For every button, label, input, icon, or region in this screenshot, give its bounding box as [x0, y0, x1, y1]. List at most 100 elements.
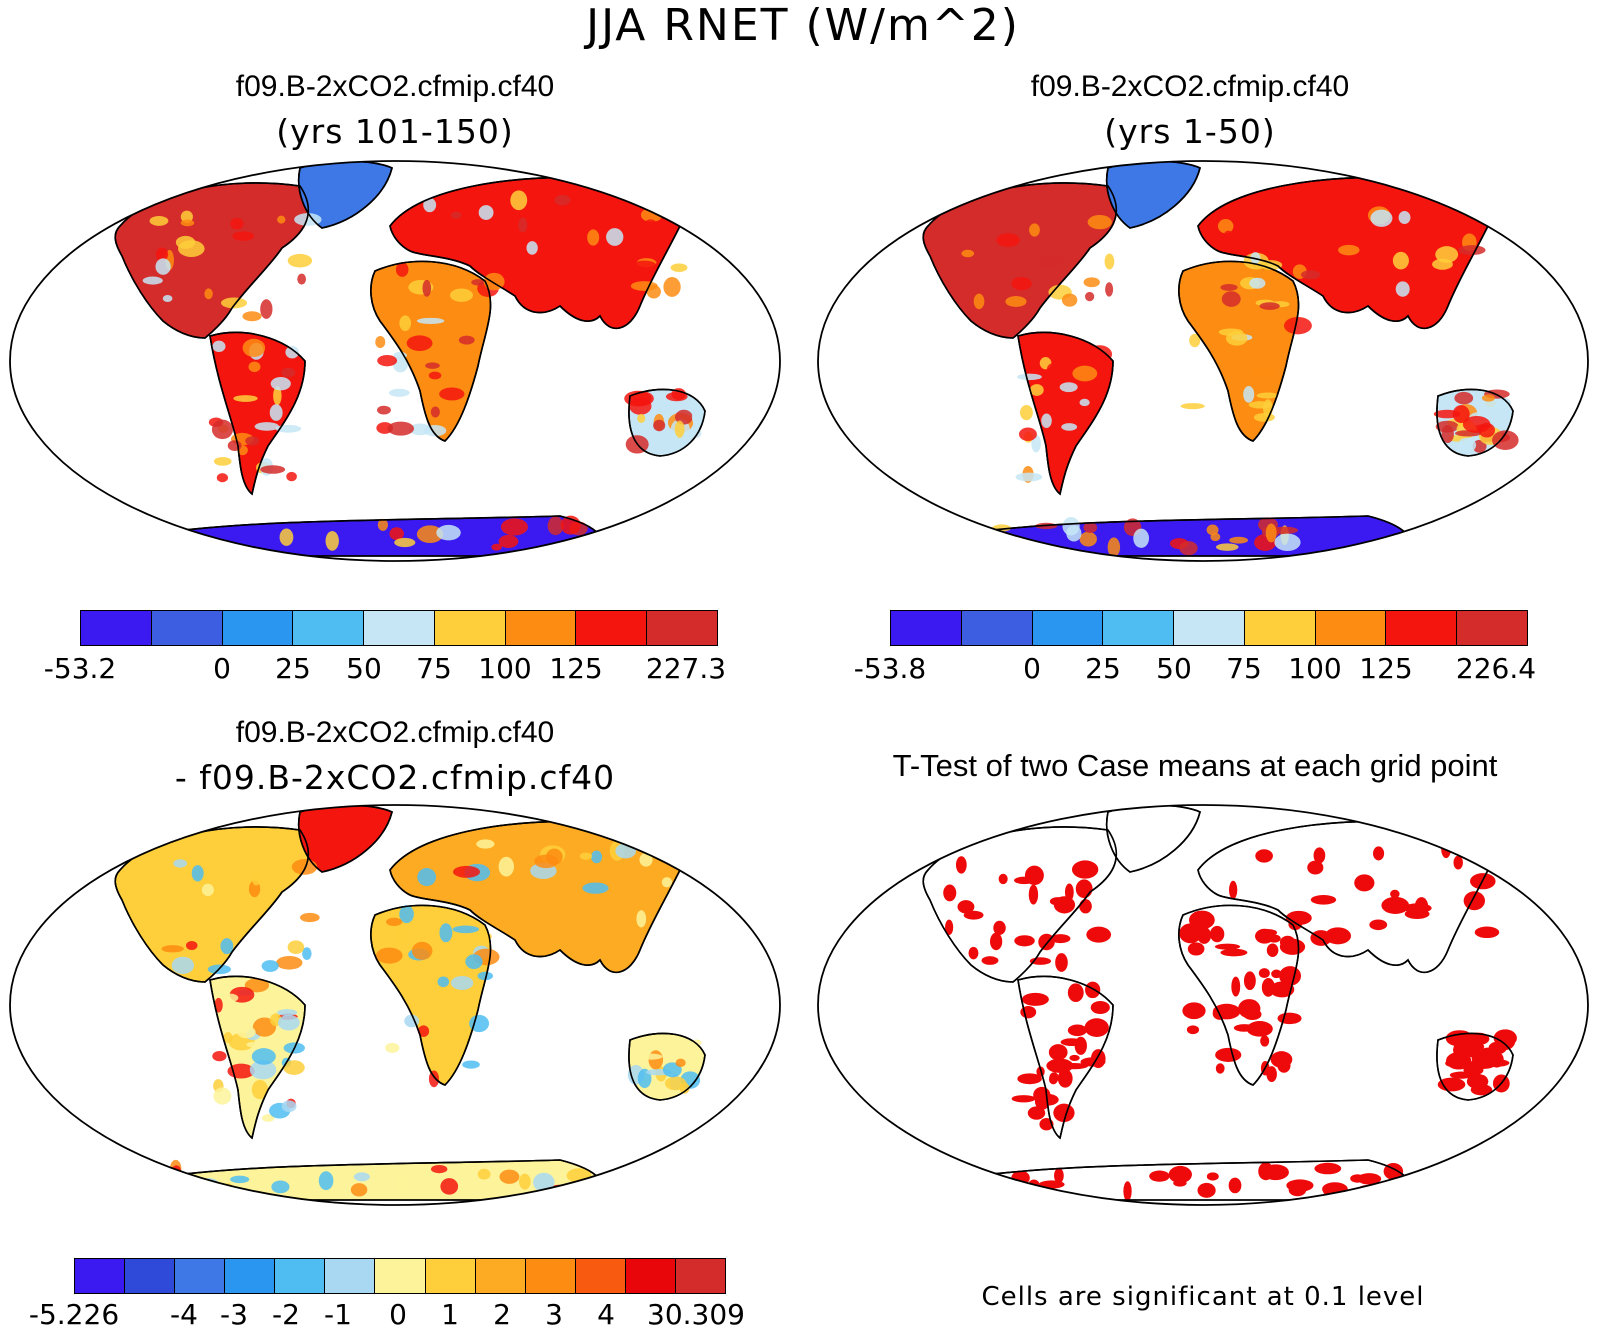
field-patch: [1258, 1162, 1274, 1181]
panel-title-top-right: f09.B-2xCO2.cfmip.cf40: [1030, 70, 1350, 103]
field-patch: [1173, 1179, 1187, 1187]
field-patch: [1210, 925, 1225, 943]
field-patch: [1474, 926, 1500, 939]
field-patch: [286, 471, 297, 482]
field-patch: [1179, 541, 1198, 556]
field-patch: [500, 518, 528, 536]
field-patch: [1149, 1170, 1170, 1182]
field-patch: [437, 976, 450, 988]
field-patch: [1049, 897, 1066, 906]
field-patch: [1074, 1036, 1087, 1055]
colorbar-swatch: [1315, 611, 1387, 645]
colorbar-swatch: [293, 611, 365, 645]
field-patch: [1255, 849, 1273, 863]
field-patch: [423, 425, 447, 437]
field-patch: [1260, 1035, 1270, 1047]
tick-label: 75: [416, 652, 452, 685]
field-patch: [675, 1058, 686, 1067]
field-patch: [1392, 251, 1409, 270]
field-patch: [261, 1114, 275, 1122]
field-patch: [269, 404, 283, 421]
field-patch: [1087, 214, 1112, 230]
field-patch: [1446, 1052, 1472, 1070]
field-patch: [1259, 260, 1283, 270]
field-patch: [261, 960, 279, 972]
field-patch: [1104, 253, 1115, 270]
colorbar-swatch: [525, 1259, 576, 1293]
colorbar-top-left: [80, 610, 718, 646]
colorbar-swatch: [961, 611, 1033, 645]
field-patch: [271, 1180, 290, 1194]
field-patch: [1069, 1054, 1080, 1061]
field-patch: [325, 531, 339, 551]
field-patch: [1061, 293, 1078, 307]
field-patch: [670, 263, 688, 273]
field-patch: [430, 406, 440, 418]
field-patch: [406, 335, 433, 351]
field-patch: [1270, 1051, 1293, 1068]
field-patch: [171, 956, 195, 975]
colorbar-swatch: [275, 1259, 326, 1293]
field-patch: [1265, 523, 1277, 543]
field-patch: [1397, 222, 1424, 237]
field-patch: [691, 407, 705, 427]
field-patch: [377, 355, 398, 367]
field-patch: [1079, 899, 1092, 914]
field-patch: [277, 1014, 300, 1031]
colorbar-swatch: [222, 611, 294, 645]
field-patch: [287, 253, 313, 268]
field-patch: [1014, 935, 1035, 947]
field-patch: [1067, 1024, 1087, 1037]
field-patch: [955, 856, 967, 874]
field-patch: [1011, 276, 1032, 291]
field-patch: [1214, 1008, 1238, 1016]
field-patch: [416, 525, 444, 544]
field-patch: [462, 1060, 480, 1069]
field-patch: [1021, 992, 1049, 1006]
field-patch: [237, 1026, 256, 1039]
field-patch: [388, 388, 410, 397]
field-patch: [1253, 413, 1275, 422]
field-patch: [1228, 1177, 1242, 1194]
field-patch: [277, 215, 286, 224]
field-patch: [1069, 405, 1087, 418]
coastline: [628, 1032, 706, 1101]
field-patch: [451, 211, 462, 219]
tick-label: -2: [272, 1298, 300, 1331]
colorbar-swatch: [1103, 611, 1175, 645]
field-patch: [279, 528, 294, 546]
field-patch: [1256, 392, 1279, 399]
field-patch: [1404, 908, 1430, 919]
colorbar-swatch: [505, 611, 577, 645]
colorbar-swatch: [175, 1259, 226, 1293]
field-patch: [428, 371, 442, 380]
field-patch: [1215, 1063, 1225, 1074]
coastline: [1017, 331, 1114, 496]
panel-subtitle-bottom-left: - f09.B-2xCO2.cfmip.cf40: [174, 758, 616, 797]
field-patch: [1220, 283, 1238, 291]
field-patch: [173, 859, 188, 868]
field-patch: [653, 419, 666, 432]
field-patch: [1449, 1071, 1473, 1079]
tick-label: 50: [1156, 652, 1192, 685]
colorbar-swatch: [647, 611, 718, 645]
field-patch: [399, 905, 414, 924]
coastline: [114, 826, 310, 983]
field-patch: [230, 1175, 250, 1184]
field-patch: [637, 413, 646, 424]
field-patch: [1048, 1074, 1058, 1085]
field-patch: [1435, 246, 1459, 263]
field-patch: [260, 465, 286, 474]
field-patch: [1274, 533, 1301, 552]
tick-label: 3: [545, 1298, 563, 1331]
field-patch: [1471, 1049, 1485, 1066]
field-patch: [440, 1178, 459, 1195]
field-patch: [643, 219, 659, 234]
world-map-bottom-right: [817, 804, 1589, 1206]
field-patch: [377, 518, 389, 531]
field-patch: [1206, 524, 1219, 536]
colorbar-swatch: [891, 611, 962, 645]
field-patch: [458, 335, 475, 345]
field-patch: [212, 1051, 227, 1062]
field-patch: [1197, 1182, 1216, 1198]
